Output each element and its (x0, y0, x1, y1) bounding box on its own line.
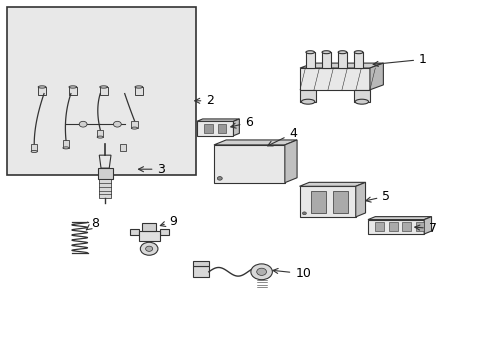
Polygon shape (367, 217, 430, 220)
Ellipse shape (354, 51, 362, 54)
Text: 5: 5 (365, 190, 389, 203)
Ellipse shape (97, 136, 103, 138)
Bar (217, 124, 226, 133)
Ellipse shape (322, 51, 330, 54)
Bar (338, 52, 346, 68)
Bar (310, 191, 325, 212)
Bar (193, 266, 208, 277)
Circle shape (217, 176, 222, 180)
Polygon shape (196, 121, 233, 136)
Bar (31, 144, 37, 152)
Ellipse shape (135, 86, 142, 88)
Polygon shape (369, 63, 383, 90)
Polygon shape (367, 220, 424, 234)
Polygon shape (424, 217, 430, 234)
Bar (138, 231, 160, 241)
Ellipse shape (38, 86, 46, 88)
Bar (120, 144, 125, 151)
Text: 9: 9 (160, 215, 177, 228)
Circle shape (256, 268, 266, 275)
Bar (204, 124, 213, 133)
Circle shape (302, 212, 305, 215)
Text: 7: 7 (414, 222, 436, 235)
Polygon shape (196, 119, 239, 121)
Polygon shape (299, 182, 365, 186)
Bar (7, 7, 195, 175)
Bar (135, 87, 142, 95)
Bar (100, 87, 107, 95)
Ellipse shape (301, 99, 314, 104)
Bar (99, 179, 111, 198)
Circle shape (250, 264, 272, 280)
Text: 6: 6 (230, 116, 253, 129)
Ellipse shape (100, 86, 107, 88)
Ellipse shape (338, 51, 346, 54)
Polygon shape (214, 140, 297, 145)
Bar (63, 140, 69, 148)
Bar (142, 223, 156, 231)
Polygon shape (233, 119, 239, 136)
Polygon shape (355, 182, 365, 217)
Bar (131, 121, 137, 128)
Polygon shape (99, 155, 111, 168)
Ellipse shape (69, 86, 77, 88)
Polygon shape (299, 186, 355, 217)
Bar (38, 87, 46, 95)
Bar (97, 168, 113, 179)
Bar (305, 52, 314, 68)
Bar (129, 229, 138, 234)
Polygon shape (299, 63, 383, 68)
Circle shape (145, 246, 152, 251)
Bar (354, 52, 362, 68)
Bar (353, 90, 369, 102)
Text: 2: 2 (194, 94, 214, 107)
Bar (388, 222, 397, 231)
Bar (374, 222, 383, 231)
Bar (69, 87, 77, 95)
Bar (402, 222, 410, 231)
Circle shape (140, 242, 158, 255)
Ellipse shape (63, 147, 69, 149)
Circle shape (79, 121, 87, 127)
Bar (97, 130, 103, 137)
Bar (332, 191, 347, 212)
Circle shape (113, 121, 121, 127)
Ellipse shape (131, 127, 137, 129)
Polygon shape (284, 140, 297, 183)
Bar (160, 229, 168, 234)
Ellipse shape (354, 99, 368, 104)
Bar (322, 52, 330, 68)
Bar (415, 222, 424, 231)
Polygon shape (299, 68, 369, 90)
Ellipse shape (31, 150, 37, 153)
Text: 3: 3 (138, 163, 165, 176)
Text: 1: 1 (372, 53, 426, 66)
Text: 10: 10 (272, 267, 310, 280)
Bar (193, 261, 208, 266)
Ellipse shape (305, 51, 314, 54)
Text: 8: 8 (86, 217, 99, 230)
Text: 4: 4 (267, 127, 297, 146)
Bar (299, 90, 315, 102)
Polygon shape (214, 145, 284, 183)
